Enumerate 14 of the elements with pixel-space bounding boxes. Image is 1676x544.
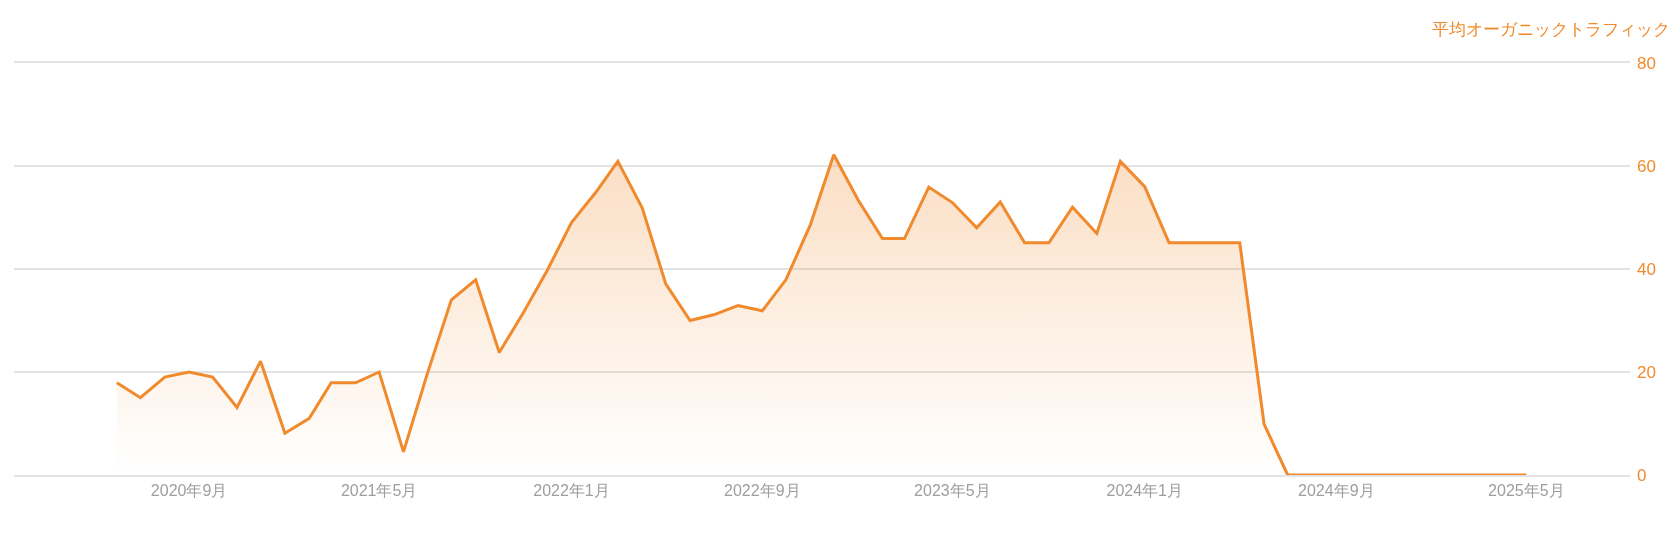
y-tick-label: 20 <box>1637 362 1656 382</box>
x-tick-label: 2020年9月 <box>150 481 228 499</box>
y-tick-label: 80 <box>1637 53 1656 73</box>
x-tick-label: 2024年9月 <box>1298 481 1375 499</box>
x-tick-label: 2022年1月 <box>533 481 610 499</box>
x-tick-label: 2022年9月 <box>724 481 801 499</box>
y-tick-label: 40 <box>1637 259 1656 279</box>
y-tick-label: 60 <box>1637 156 1656 176</box>
y-tick-label: 0 <box>1637 465 1647 485</box>
x-tick-label: 2025年5月 <box>1488 481 1565 499</box>
x-tick-label: 2023年5月 <box>914 481 991 499</box>
x-tick-label: 2021年5月 <box>340 481 418 499</box>
x-tick-label: 2024年1月 <box>1106 481 1183 499</box>
y-axis-title: 平均オーガニックトラフィック <box>1432 20 1670 39</box>
